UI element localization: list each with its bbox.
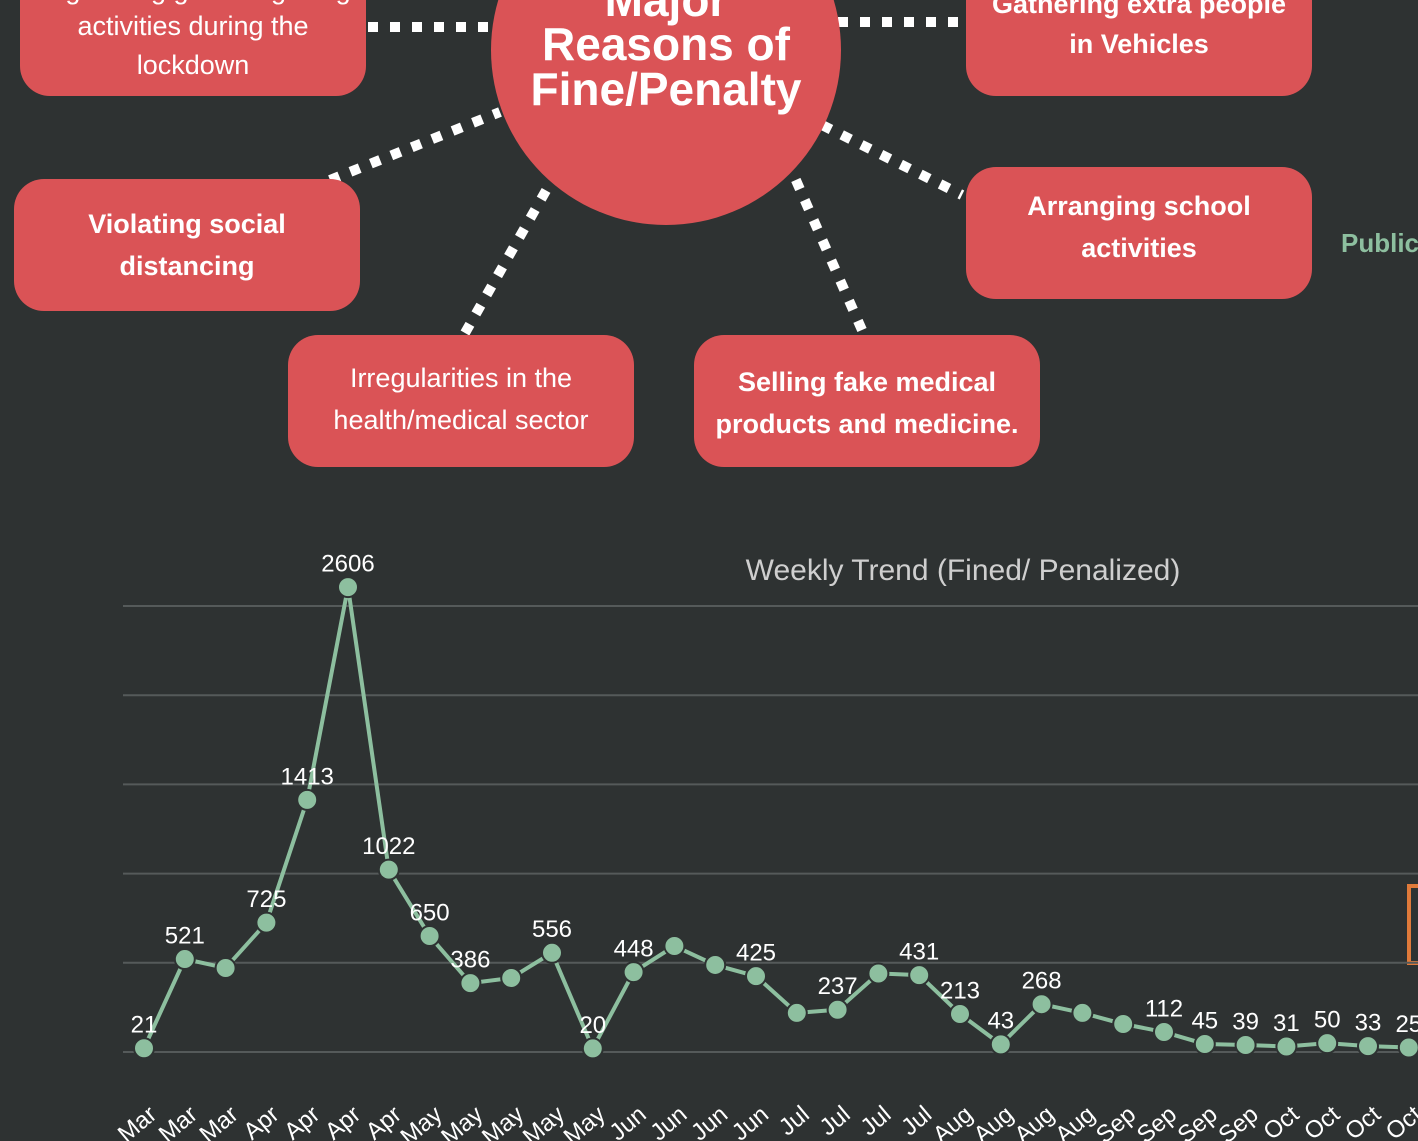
connector (790, 175, 867, 333)
center-circle (491, 0, 841, 225)
reason-text: Violating social (88, 209, 286, 239)
connector (328, 107, 502, 185)
point (1153, 1021, 1175, 1044)
reason-text: in Vehicles (1069, 29, 1209, 59)
point (989, 1033, 1012, 1056)
point (418, 925, 441, 948)
reason-box (966, 167, 1312, 299)
point (1234, 1034, 1257, 1057)
point (1030, 993, 1053, 1016)
point (1071, 1001, 1094, 1024)
data-label: 31 (1273, 1010, 1300, 1037)
point (826, 998, 849, 1021)
reason-box (20, 0, 366, 96)
point (704, 953, 727, 976)
point (1112, 1012, 1135, 1035)
data-label: 45 (1191, 1007, 1218, 1034)
data-label: 39 (1232, 1008, 1259, 1035)
data-label: 725 (246, 886, 286, 913)
data-label: 425 (736, 940, 776, 967)
data-label: 43 (987, 1008, 1014, 1035)
chart-title: Weekly Trend (Fined/ Penalized) (746, 554, 1181, 587)
point (255, 911, 278, 934)
data-label: 521 (165, 922, 205, 949)
reason-text: Gathering extra people (992, 0, 1286, 19)
reason-text: activities (1081, 233, 1197, 263)
data-label: 431 (899, 938, 939, 965)
data-label: 386 (450, 946, 490, 973)
data-label: 237 (818, 973, 858, 1000)
reason-text: distancing (119, 251, 254, 281)
data-label: 2606 (321, 550, 374, 577)
data-label: 1413 (281, 763, 334, 790)
point (581, 1037, 604, 1060)
data-label: 21 (131, 1012, 158, 1039)
point (663, 935, 686, 958)
point (1275, 1035, 1298, 1058)
point (622, 961, 645, 984)
data-label: 25 (1395, 1011, 1418, 1038)
point (133, 1037, 155, 1060)
reason-text: Arranging school (1027, 191, 1251, 221)
point (745, 965, 767, 988)
data-label: 20 (579, 1012, 606, 1039)
point (500, 966, 523, 989)
reason-text: lockdown (137, 50, 250, 80)
point (1397, 1036, 1418, 1059)
data-label: 50 (1314, 1006, 1341, 1033)
point (296, 788, 319, 811)
reason-box (288, 335, 634, 467)
data-label: 556 (532, 916, 572, 943)
point (459, 972, 482, 995)
data-label: 112 (1145, 995, 1183, 1022)
connectors (328, 17, 966, 336)
connector (819, 120, 965, 200)
reason-box (694, 335, 1040, 467)
data-label: 33 (1355, 1009, 1382, 1036)
point (377, 858, 400, 881)
point (1193, 1032, 1216, 1055)
reason-text: Irregularities in the (350, 363, 572, 393)
point (908, 964, 931, 987)
center-title: Fine/Penalty (531, 63, 802, 115)
reason-text: health/medical sector (333, 405, 588, 435)
connector (460, 177, 557, 336)
data-label: 448 (614, 935, 654, 962)
point (337, 576, 359, 599)
point (1316, 1032, 1339, 1055)
side-label: Public (1341, 228, 1418, 258)
data-label: 1022 (362, 833, 415, 860)
center-title: Reasons of (542, 18, 791, 70)
center-title: Major (605, 0, 728, 26)
reason-text: activities during the (77, 11, 308, 41)
data-label: 213 (940, 977, 980, 1004)
point (173, 948, 196, 971)
point (785, 1001, 808, 1024)
data-label: 650 (410, 899, 450, 926)
reason-text: Organizing gatherings/ big (35, 0, 350, 5)
point (214, 956, 237, 979)
point (1357, 1035, 1379, 1058)
reason-text: Selling fake medical (738, 367, 996, 397)
point (949, 1003, 971, 1026)
point (867, 962, 890, 985)
point (541, 941, 563, 964)
reason-box (966, 0, 1312, 96)
data-label: 268 (1022, 968, 1062, 995)
reason-box (14, 179, 360, 311)
highlight-frame (1407, 884, 1418, 965)
reason-text: products and medicine. (715, 409, 1018, 439)
